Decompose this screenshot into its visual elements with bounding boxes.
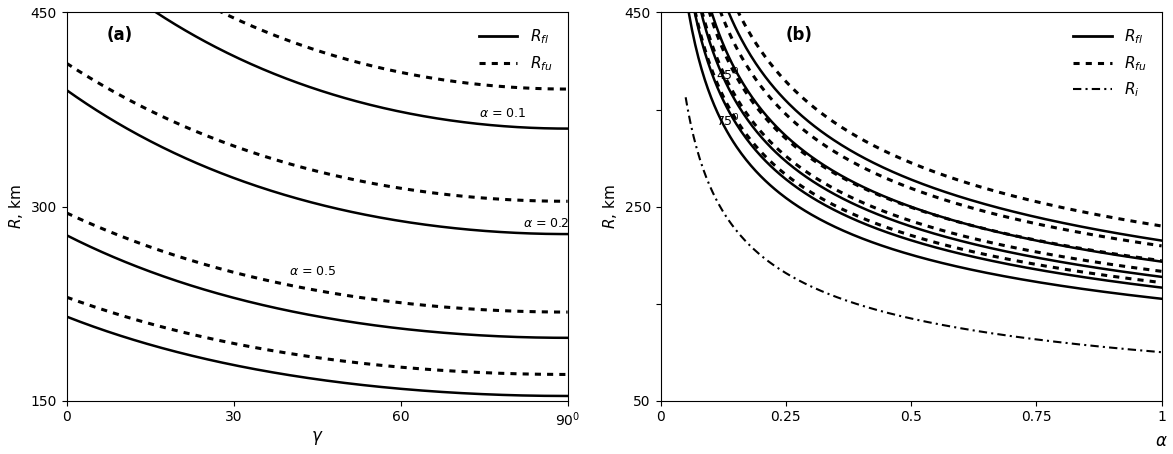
Legend: $R_{fl}$, $R_{fu}$: $R_{fl}$, $R_{fu}$ (472, 20, 560, 80)
Y-axis label: $R$, km: $R$, km (601, 184, 619, 229)
Y-axis label: $R$, km: $R$, km (7, 184, 25, 229)
X-axis label: $\gamma$: $\gamma$ (311, 429, 324, 447)
Text: (b): (b) (786, 25, 813, 44)
Text: $\alpha$ = 0.2: $\alpha$ = 0.2 (523, 217, 570, 230)
Text: $\alpha$ = 0.5: $\alpha$ = 0.5 (290, 265, 337, 278)
X-axis label: $\alpha$: $\alpha$ (1155, 432, 1168, 450)
Legend: $R_{fl}$, $R_{fu}$, $R_i$: $R_{fl}$, $R_{fu}$, $R_i$ (1066, 20, 1154, 107)
Text: 45$^0$: 45$^0$ (716, 67, 739, 84)
Text: (a): (a) (107, 25, 133, 44)
Text: $\alpha$ = 0.1: $\alpha$ = 0.1 (479, 108, 526, 120)
Text: 75$^0$: 75$^0$ (716, 113, 739, 129)
